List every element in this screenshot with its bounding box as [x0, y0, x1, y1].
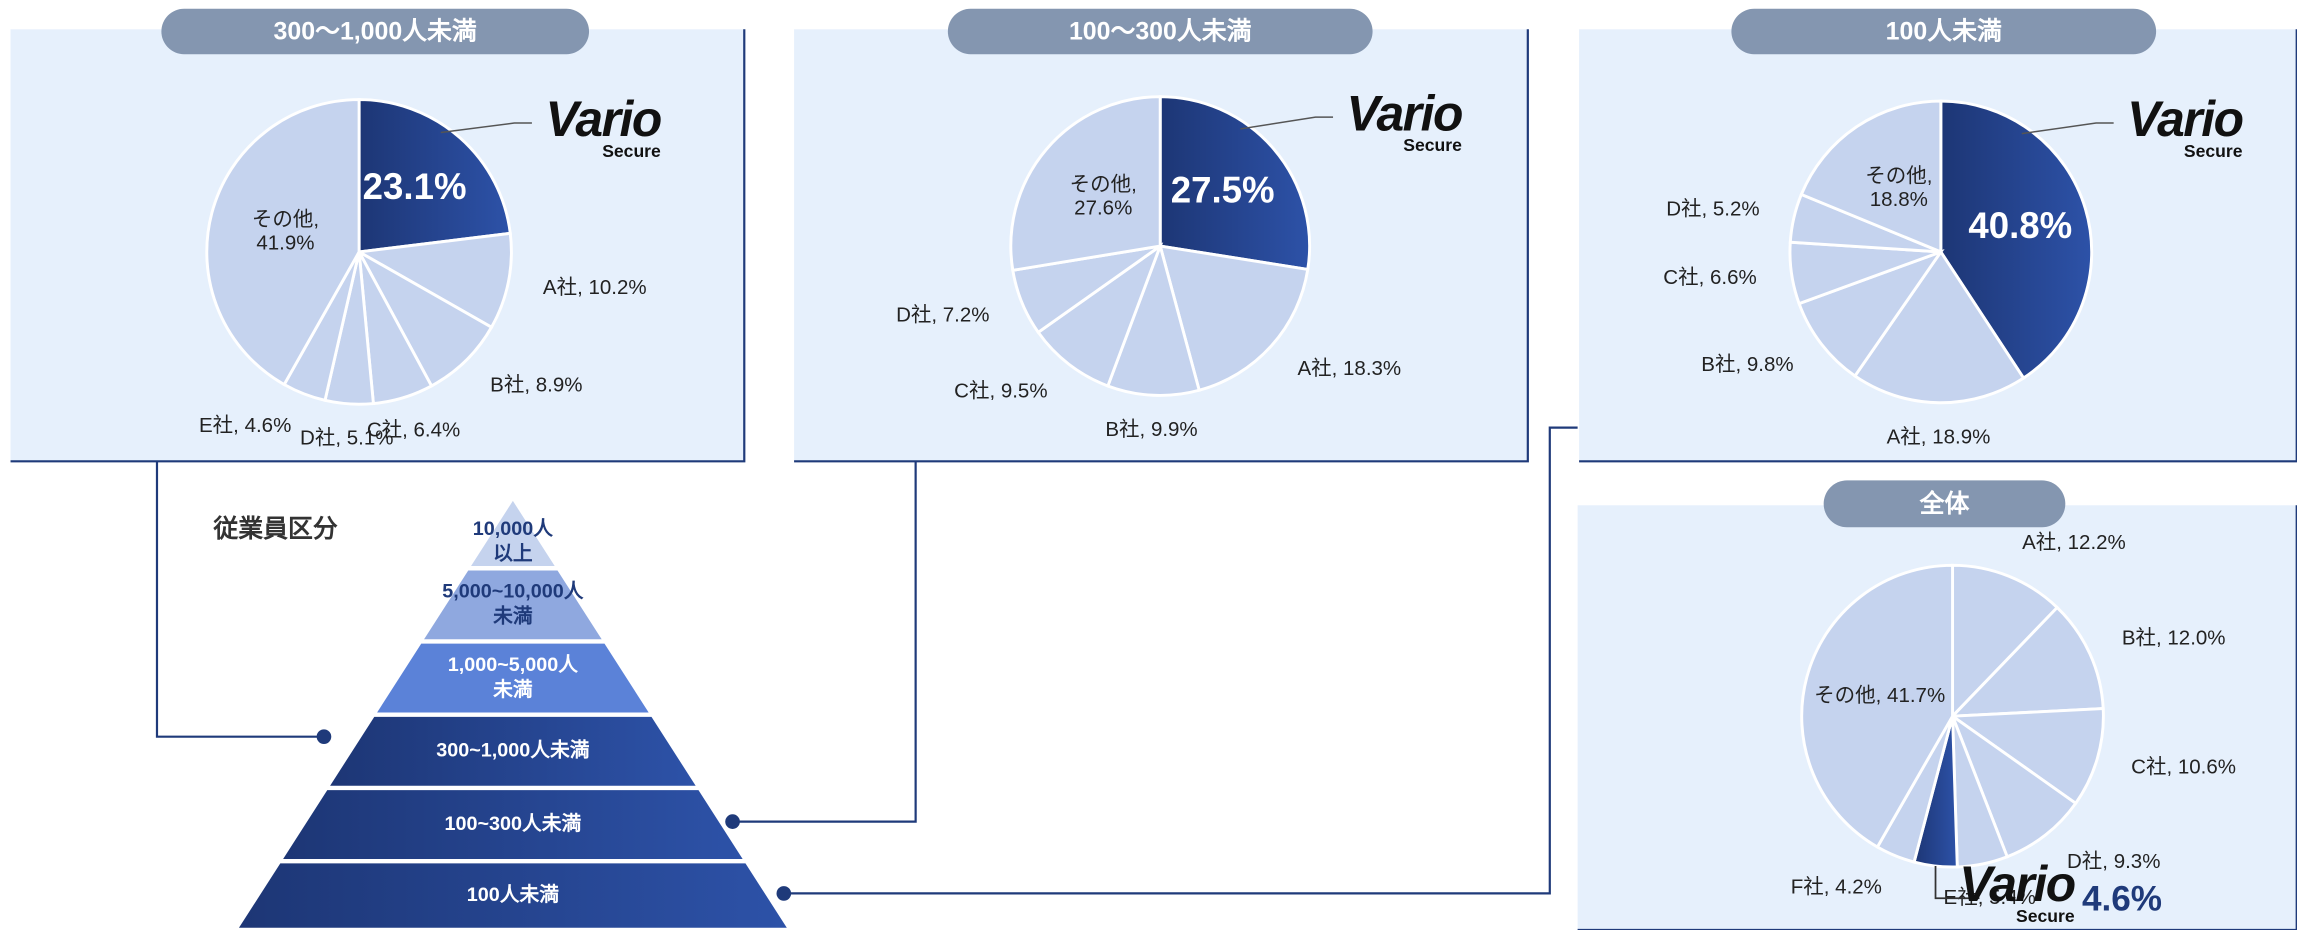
value-label: D社, 5.1% [300, 426, 393, 449]
value-label: その他, 27.6% [1070, 173, 1137, 220]
brand-sub: Secure [2184, 141, 2243, 161]
pie-slice [1852, 249, 2026, 405]
pie-slice [355, 248, 494, 388]
pyramid-label: 1,000~5,000人 [448, 653, 578, 676]
connector-dot [316, 729, 332, 744]
value-label: 27.5% [1171, 169, 1275, 210]
pie-slice [1797, 248, 1945, 378]
leader-line [440, 122, 532, 134]
brand-name: Vario [1347, 85, 1462, 141]
value-label: C社, 6.4% [367, 419, 460, 442]
brand-name: Vario [2127, 91, 2242, 147]
connector-dot [776, 886, 792, 901]
value-label: D社, 9.3% [2067, 850, 2160, 873]
pyramid-level [283, 790, 743, 859]
pyramid-label: 以上 [493, 543, 533, 565]
pie-slice [1800, 563, 1955, 849]
panel-title: 100～300人未満 [1069, 18, 1252, 46]
pyramid-level [377, 643, 649, 713]
title-pill [1731, 8, 2157, 55]
value-label: F社, 4.2% [1791, 876, 1882, 899]
pyramid-label: 100~300人未満 [444, 812, 581, 835]
connector-dot [725, 814, 740, 829]
value-label: B社, 9.9% [1105, 418, 1197, 441]
panel-title: 全体 [1919, 489, 1970, 518]
connectors [155, 426, 1578, 895]
panel-border [794, 29, 1529, 463]
pie-slice [1158, 244, 1310, 393]
value-label: その他, 18.8% [1865, 165, 1932, 212]
pyramid-label: 100人未満 [467, 883, 560, 906]
value-label: A社, 10.2% [543, 276, 647, 299]
pyramid-level [330, 716, 696, 786]
panel-border [10, 29, 746, 463]
pyramid-level [471, 500, 555, 567]
value-label: E社, 4.6% [199, 414, 291, 437]
pyramid-label: 未満 [492, 605, 533, 628]
value-label: D社, 5.2% [1666, 197, 1759, 220]
pyramid-label: 5,000~10,000人 [442, 580, 583, 603]
brand-sub: Secure [602, 141, 661, 161]
pyramid-label: 300~1,000人未満 [436, 739, 590, 762]
pie-slice [357, 98, 512, 254]
pie-slice [1949, 712, 2078, 859]
leader-line [1934, 866, 1980, 900]
pie-slice [1951, 563, 2060, 720]
pyramid-level [238, 863, 787, 928]
title-pill [1823, 480, 2066, 528]
value-label: 4.6% [2082, 879, 2162, 918]
value-label: 40.8% [1968, 205, 2072, 246]
panel-title: 100人未満 [1886, 18, 2002, 46]
pie-slice [1036, 242, 1164, 388]
pie-slice [1948, 605, 2105, 718]
pie-slice [205, 98, 361, 387]
value-label: C社, 9.5% [954, 380, 1047, 403]
panel-title: 300～1,000人未満 [274, 18, 477, 46]
brand-name: Vario [1959, 856, 2074, 912]
leader-line [2021, 122, 2114, 135]
connector [155, 461, 324, 738]
pyramid-title: 従業員区分 [212, 514, 337, 543]
pie-slice [1948, 707, 2105, 806]
value-label: その他, 41.9% [252, 208, 319, 255]
value-label: 23.1% [363, 166, 467, 207]
connector [732, 461, 917, 823]
pie-slice [1009, 95, 1162, 273]
title-pill [947, 8, 1373, 55]
value-label: B社, 8.9% [490, 373, 582, 396]
pie-slice [354, 231, 513, 330]
pie-slice [1799, 99, 1943, 255]
value-label: B社, 9.8% [1701, 353, 1793, 376]
pyramid-label: 未満 [492, 678, 533, 701]
pie-slice [1158, 95, 1312, 272]
value-label: B社, 12.0% [2122, 627, 2226, 650]
pyramid-label: 10,000人 [473, 517, 553, 540]
value-label: E社, 5.4% [1944, 886, 2036, 909]
brand-sub: Secure [1403, 135, 1462, 155]
value-label: C社, 6.6% [1663, 266, 1756, 289]
value-label: D社, 7.2% [896, 304, 989, 327]
brand-name: Vario [545, 91, 660, 147]
leader-line [1240, 116, 1334, 130]
title-pill [161, 8, 590, 55]
value-label: その他, 41.7% [1814, 684, 1945, 707]
pie-slice [1105, 241, 1201, 397]
value-label: A社, 18.9% [1887, 425, 1991, 448]
value-label: C社, 10.6% [2131, 755, 2236, 778]
pyramid-level [424, 570, 602, 640]
value-label: A社, 18.3% [1297, 357, 1401, 380]
value-label: A社, 12.2% [2022, 531, 2126, 554]
brand-sub: Secure [2016, 906, 2075, 926]
connector [783, 426, 1578, 895]
